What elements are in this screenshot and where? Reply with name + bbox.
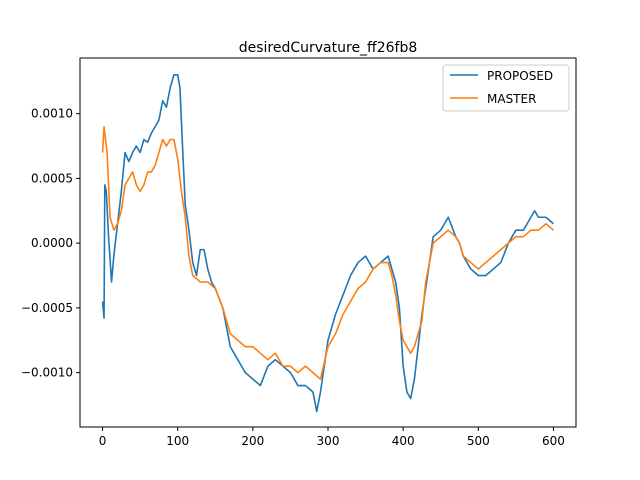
y-tick-label: 0.0010 bbox=[31, 107, 73, 121]
plot-area-frame bbox=[79, 57, 577, 428]
x-axis: 0 100 200 300 400 500 600 bbox=[99, 427, 565, 448]
x-tick-label: 300 bbox=[317, 434, 340, 448]
x-tick-label: 600 bbox=[542, 434, 565, 448]
y-tick-label: −0.0005 bbox=[21, 301, 73, 315]
legend-label-proposed: PROPOSED bbox=[487, 69, 553, 83]
legend: PROPOSED MASTER bbox=[442, 64, 570, 112]
y-tick-label: 0.0005 bbox=[31, 171, 73, 185]
x-tick-label: 200 bbox=[241, 434, 264, 448]
y-tick-label: −0.0010 bbox=[21, 366, 73, 380]
chart-title: desiredCurvature_ff26fb8 bbox=[239, 40, 418, 56]
x-tick-label: 500 bbox=[467, 434, 490, 448]
x-tick-label: 400 bbox=[392, 434, 415, 448]
series-line-master bbox=[101, 125, 554, 380]
x-tick-label: 100 bbox=[166, 434, 189, 448]
series-line-proposed bbox=[101, 74, 554, 413]
legend-label-master: MASTER bbox=[487, 92, 536, 106]
x-tick-label: 0 bbox=[99, 434, 107, 448]
y-axis: −0.0010 −0.0005 0.0000 0.0005 0.0010 bbox=[21, 107, 80, 380]
y-tick-label: 0.0000 bbox=[31, 236, 73, 250]
legend-box bbox=[442, 64, 570, 112]
